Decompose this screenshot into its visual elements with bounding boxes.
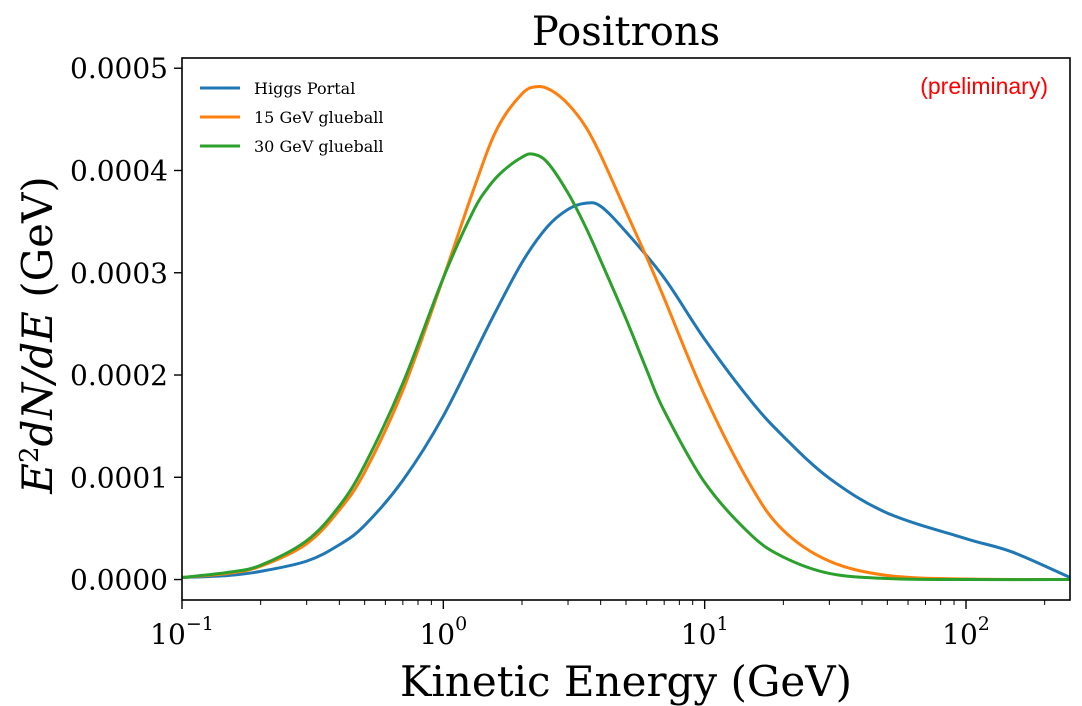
series-line-3 (181, 152, 1071, 582)
x-tick-label: 102 (942, 613, 990, 651)
legend-label: Higgs Portal (254, 79, 355, 98)
series-line-2 (181, 85, 1071, 582)
y-axis-label-mid: dN/dE (13, 311, 62, 446)
y-tick-label: 0.0002 (70, 359, 168, 392)
preliminary-annotation: (preliminary) (920, 73, 1048, 99)
y-tick-label: 0.0001 (70, 461, 168, 494)
plot-area: 0.0000 0.0001 0.0002 0.0003 0.0004 0.0005 10−1… (70, 52, 1071, 651)
y-axis-label-e: E (13, 463, 62, 495)
y-tick-label: 0.0003 (70, 257, 168, 290)
legend-label: 30 GeV glueball (254, 137, 383, 156)
legend: Higgs Portal 15 GeV glueball 30 GeV glueba… (200, 79, 383, 156)
y-tick-label: 0.0004 (70, 154, 168, 187)
y-tick-label: 0.0005 (70, 52, 168, 85)
y-tick-label: 0.0000 (70, 564, 168, 597)
x-tick-label: 100 (419, 613, 467, 651)
x-tick-label: 10−1 (150, 613, 214, 651)
series-line-1 (181, 201, 1071, 579)
y-axis-label-sup: 2 (15, 446, 45, 463)
legend-label: 15 GeV glueball (254, 108, 383, 127)
y-axis-label-unit: (GeV) (13, 176, 62, 311)
x-tick-label: 101 (681, 613, 729, 651)
chart-title: Positrons (532, 9, 720, 55)
x-axis-label: Kinetic Energy (GeV) (400, 657, 852, 706)
y-axis-label: E2dN/dE (GeV) (13, 176, 62, 494)
